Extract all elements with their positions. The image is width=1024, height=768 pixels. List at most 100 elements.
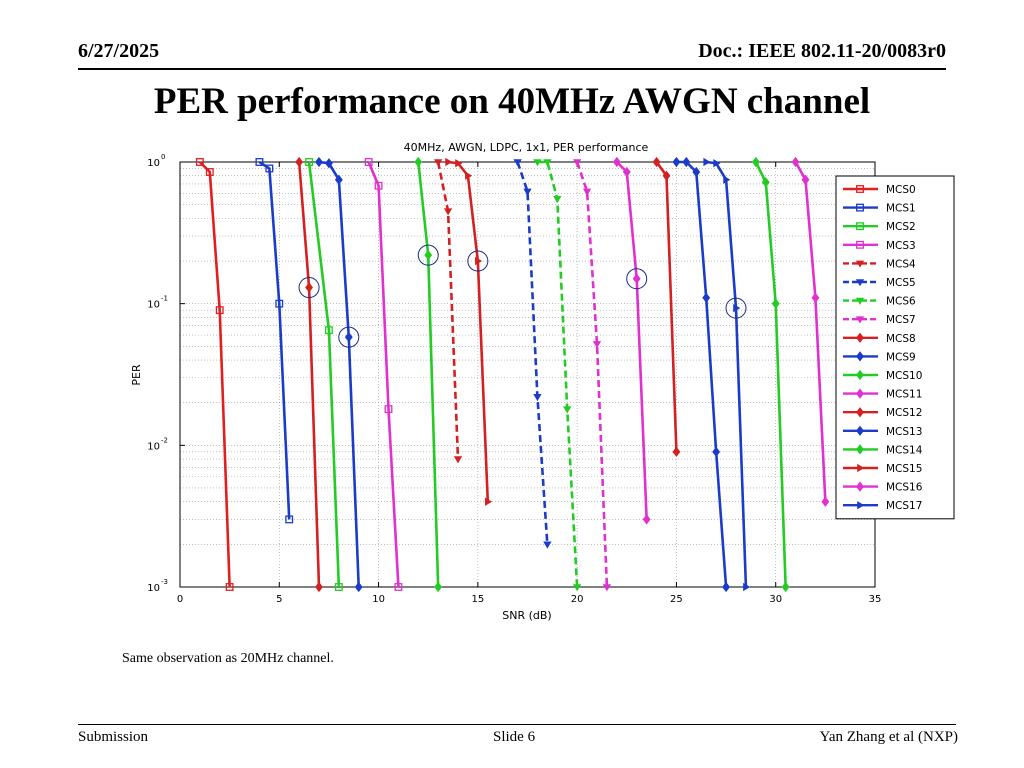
x-tick-label: 15 bbox=[471, 594, 484, 605]
series-line-mcs3 bbox=[367, 161, 400, 588]
series-mcs11 bbox=[612, 156, 651, 525]
x-tick-label: 35 bbox=[869, 594, 882, 605]
series-mcs17 bbox=[703, 157, 751, 592]
legend-marker-mcs7 bbox=[855, 316, 865, 324]
data-point-mcs9 bbox=[344, 332, 353, 343]
data-point-mcs3 bbox=[394, 583, 403, 591]
data-point-mcs4 bbox=[453, 456, 463, 464]
data-point-mcs3 bbox=[374, 181, 383, 190]
data-point-mcs12 bbox=[672, 446, 681, 457]
highlight-circles bbox=[298, 244, 747, 348]
series-mcs5 bbox=[513, 159, 552, 549]
data-point-mcs6 bbox=[543, 159, 552, 167]
chart-title: 40MHz, AWGN, LDPC, 1x1, PER performance bbox=[404, 141, 649, 154]
data-point-mcs0 bbox=[215, 306, 224, 315]
data-point-mcs5 bbox=[543, 541, 552, 549]
y-axis-label: PER bbox=[130, 364, 143, 386]
data-point-mcs1 bbox=[275, 299, 284, 308]
x-tick-label: 10 bbox=[372, 594, 385, 605]
legend-marker-mcs16 bbox=[856, 481, 864, 492]
data-point-mcs16 bbox=[791, 156, 800, 168]
legend-label: MCS13 bbox=[886, 426, 922, 438]
data-point-mcs2 bbox=[324, 326, 333, 335]
series-line-mcs0 bbox=[198, 161, 231, 588]
legend-label: MCS5 bbox=[886, 277, 916, 289]
series-lines bbox=[195, 156, 830, 593]
data-point-mcs14 bbox=[781, 581, 790, 593]
data-point-mcs16 bbox=[811, 292, 820, 303]
highlight-circle-mcs9 bbox=[338, 326, 360, 348]
data-point-mcs14 bbox=[761, 177, 770, 188]
data-point-mcs11 bbox=[612, 156, 621, 168]
data-point-mcs15 bbox=[484, 497, 493, 506]
data-point-mcs14 bbox=[751, 156, 760, 168]
data-point-mcs16 bbox=[801, 174, 810, 185]
chart-figure-background bbox=[118, 136, 978, 636]
data-point-mcs15 bbox=[465, 171, 473, 180]
data-point-mcs16 bbox=[821, 496, 830, 507]
legend-label: MCS2 bbox=[886, 221, 916, 233]
legend-label: MCS4 bbox=[886, 258, 916, 270]
data-point-mcs7 bbox=[582, 188, 592, 196]
x-tick-label: 30 bbox=[769, 594, 782, 605]
data-point-mcs13 bbox=[712, 446, 721, 457]
legend-marker-mcs6 bbox=[855, 297, 865, 305]
data-point-mcs0 bbox=[205, 168, 214, 176]
series-mcs10 bbox=[414, 156, 443, 593]
highlight-circle-mcs15 bbox=[467, 250, 489, 272]
data-point-mcs13 bbox=[692, 166, 701, 178]
series-mcs1 bbox=[255, 158, 294, 524]
series-mcs15 bbox=[445, 157, 493, 506]
highlight-circle-mcs8 bbox=[298, 277, 320, 299]
y-tick-exponent: -1 bbox=[161, 295, 168, 303]
slide-title: PER performance on 40MHz AWGN channel bbox=[153, 81, 871, 122]
data-point-mcs11 bbox=[632, 273, 641, 284]
legend-marker-mcs11 bbox=[856, 388, 864, 399]
y-tick-label: 10 bbox=[147, 300, 160, 311]
data-point-mcs2 bbox=[305, 158, 314, 166]
series-mcs7 bbox=[572, 159, 612, 592]
data-point-mcs6 bbox=[563, 406, 572, 414]
data-point-mcs8 bbox=[295, 156, 304, 168]
data-point-mcs4 bbox=[433, 159, 443, 167]
highlight-circle-mcs17 bbox=[725, 297, 747, 319]
y-tick-exponent: 0 bbox=[161, 153, 165, 161]
legend-marker-mcs0 bbox=[856, 185, 864, 193]
data-point-mcs8 bbox=[305, 282, 314, 293]
x-tick-label: 5 bbox=[276, 594, 282, 605]
data-point-mcs6 bbox=[533, 159, 542, 167]
legend-box bbox=[835, 175, 955, 520]
data-point-mcs12 bbox=[662, 170, 671, 181]
data-point-mcs5 bbox=[533, 394, 542, 402]
series-line-mcs1 bbox=[258, 160, 291, 520]
legend-label: MCS11 bbox=[886, 389, 922, 401]
data-point-mcs9 bbox=[334, 174, 343, 185]
data-point-mcs3 bbox=[384, 405, 393, 414]
x-tick-label: 20 bbox=[571, 594, 584, 605]
data-point-mcs11 bbox=[642, 514, 651, 525]
series-line-mcs5 bbox=[516, 161, 549, 545]
series-line-mcs7 bbox=[575, 161, 609, 588]
legend-marker-mcs2 bbox=[856, 222, 864, 231]
legend-label: MCS9 bbox=[886, 351, 916, 363]
x-axis-label: SNR (dB) bbox=[502, 609, 551, 622]
header-divider bbox=[78, 68, 946, 70]
data-point-mcs17 bbox=[703, 157, 711, 167]
series-line-mcs11 bbox=[615, 161, 648, 520]
per-chart: 40MHz, AWGN, LDPC, 1x1, PER performance … bbox=[118, 136, 978, 636]
data-point-mcs10 bbox=[414, 156, 423, 168]
series-mcs0 bbox=[195, 158, 234, 591]
series-line-mcs14 bbox=[754, 161, 787, 588]
chart-legend: MCS0 MCS1 MCS2 MCS3 MCS4 MCS5 MCS6 MCS7 MCS8 MCS9… bbox=[835, 175, 955, 520]
legend-label: MCS12 bbox=[886, 407, 922, 419]
series-mcs13 bbox=[672, 156, 731, 593]
legend-marker-mcs17 bbox=[857, 501, 865, 510]
data-point-mcs4 bbox=[443, 208, 453, 216]
legend-label: MCS15 bbox=[886, 463, 922, 475]
series-mcs8 bbox=[295, 156, 323, 593]
highlight-circle-mcs10 bbox=[417, 244, 439, 266]
data-point-mcs9 bbox=[354, 581, 363, 593]
legend-label: MCS8 bbox=[886, 333, 916, 345]
data-point-mcs7 bbox=[602, 584, 612, 592]
data-point-mcs10 bbox=[424, 250, 433, 261]
